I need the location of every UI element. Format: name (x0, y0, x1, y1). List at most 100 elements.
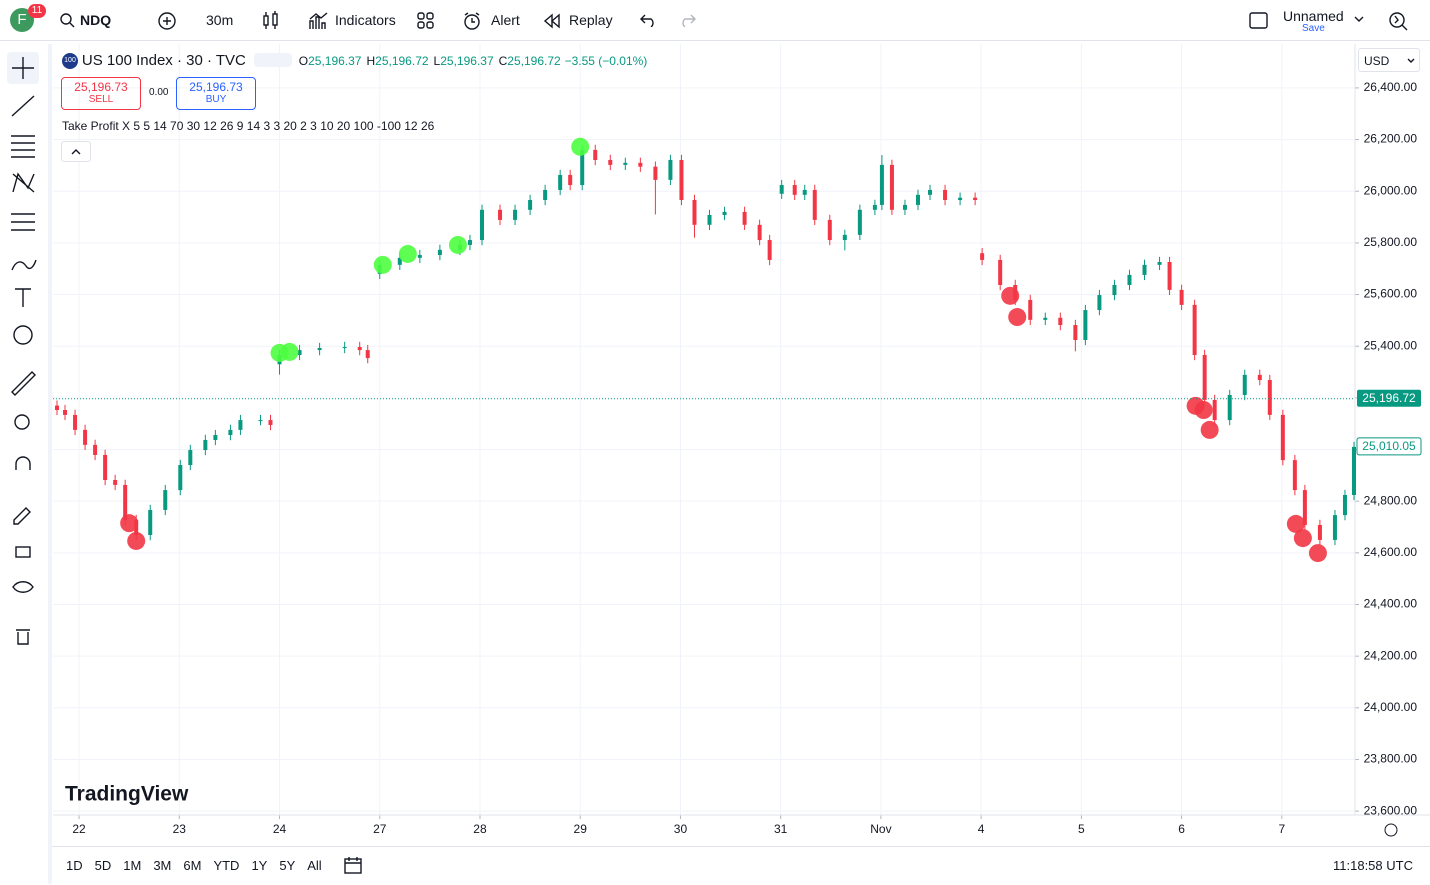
indicator-legend: Take Profit X 5 5 14 70 30 12 26 9 14 3 … (62, 119, 435, 133)
symbol-search[interactable]: NDQ (80, 12, 112, 28)
layout-icon[interactable] (1249, 12, 1269, 30)
currency-select[interactable]: USD (1358, 48, 1420, 72)
sell-button[interactable]: 25,196.73 SELL (61, 77, 141, 110)
text-tool[interactable] (15, 288, 31, 307)
candle-body (1058, 317, 1063, 326)
range-button[interactable]: 1Y (251, 858, 268, 873)
candle-body (317, 348, 322, 351)
buy-button[interactable]: 25,196.73 BUY (176, 77, 256, 110)
y-tick-label: 24,000.00 (1364, 700, 1418, 714)
pattern-tool[interactable] (12, 172, 35, 193)
candle-body (268, 420, 273, 425)
ohlc: O25,196.37 H25,196.72 L25,196.37 C25,196.72 (294, 54, 561, 68)
sell-signal (1194, 400, 1213, 419)
collapse-icon (71, 149, 81, 155)
candle-body (113, 479, 118, 485)
quick-search[interactable] (1388, 10, 1410, 32)
fib-tool[interactable] (11, 135, 35, 158)
status-pill[interactable] (254, 53, 292, 67)
layout-name[interactable]: Unnamed (1283, 8, 1344, 24)
zoom-tool[interactable] (14, 414, 30, 430)
buy-signal (373, 255, 392, 274)
candle-body (498, 209, 503, 220)
range-button[interactable]: 5D (94, 858, 112, 873)
candle-body (1157, 261, 1162, 265)
interval[interactable]: 30m (206, 12, 234, 28)
y-tick-label: 24,200.00 (1364, 648, 1418, 662)
redo[interactable] (678, 13, 696, 27)
x-tick-label: 7 (1278, 822, 1285, 836)
y-tick-label: 24,800.00 (1364, 493, 1418, 507)
range-button[interactable]: 5Y (279, 858, 296, 873)
brush-tool[interactable] (11, 259, 37, 271)
candle-body (638, 162, 643, 167)
lock-tool[interactable] (15, 546, 31, 558)
layout-menu[interactable] (1354, 15, 1364, 23)
candle-body (213, 435, 218, 440)
sell-signal (1001, 286, 1020, 305)
emoji-tool[interactable] (13, 325, 33, 345)
crosshair-tool[interactable] (12, 57, 34, 79)
x-tick-label: 28 (473, 822, 487, 836)
ohlc-key: L (433, 54, 441, 68)
buy-signal (398, 244, 417, 263)
x-tick-label: 24 (273, 822, 287, 836)
hide-tool[interactable] (12, 581, 34, 593)
price-axis (1355, 44, 1430, 815)
sell-signal (1308, 544, 1327, 563)
candle-body (792, 185, 797, 195)
candle-body (1302, 490, 1307, 525)
currency-caret (1407, 58, 1415, 63)
candle-body (998, 259, 1003, 285)
badge: 11 (28, 4, 46, 18)
prediction-tool[interactable] (11, 213, 35, 231)
range-button[interactable]: 3M (153, 858, 172, 873)
candle-body (1280, 414, 1285, 461)
candle-body (93, 444, 98, 455)
candle-body (297, 350, 302, 355)
candle-body (692, 200, 697, 225)
add-symbol[interactable] (157, 11, 177, 31)
alert-button[interactable]: Alert (491, 12, 520, 28)
candle-body (1127, 274, 1132, 285)
candle-body (479, 209, 484, 241)
trendline-tool[interactable] (11, 95, 35, 117)
candle-body (1202, 354, 1207, 400)
chart-type[interactable] (262, 11, 280, 31)
sell-label: SELL (88, 94, 114, 105)
chart-settings[interactable] (1384, 823, 1398, 837)
reference-price-box (1357, 389, 1421, 407)
ohlc-value: 25,196.72 (507, 54, 561, 68)
range-button[interactable]: All (307, 858, 322, 873)
candle-body (1267, 380, 1272, 415)
delete-tool[interactable] (16, 629, 30, 645)
range-button[interactable]: YTD (213, 858, 240, 873)
legend: 100 US 100 Index · 30 · TVC O25,196.37 H2… (62, 52, 647, 70)
layouts[interactable] (417, 12, 435, 30)
x-tick-label: Nov (870, 822, 891, 836)
range-button[interactable]: 6M (183, 858, 202, 873)
candle-body (827, 219, 832, 241)
candle-body (767, 240, 772, 260)
replay-button[interactable]: Replay (569, 12, 613, 28)
undo[interactable] (640, 13, 658, 27)
candle-body (1112, 284, 1117, 296)
stay-drawing[interactable] (13, 507, 31, 525)
drawing-toolbar (0, 44, 52, 884)
candle-body (203, 439, 208, 451)
range-button[interactable]: 1D (66, 858, 83, 873)
x-tick-label: 31 (774, 822, 788, 836)
range-button[interactable]: 1M (123, 858, 142, 873)
buy-signal (448, 235, 467, 254)
collapse-legend[interactable] (61, 141, 91, 162)
magnet-tool[interactable] (15, 456, 31, 470)
layout-save[interactable]: Save (1302, 23, 1325, 34)
ruler-tool[interactable] (11, 371, 36, 396)
indicators-button[interactable]: Indicators (335, 12, 396, 28)
candle-body (879, 164, 884, 205)
y-tick-label: 24,400.00 (1364, 597, 1418, 611)
candle-body (543, 189, 548, 201)
goto-date[interactable] (343, 856, 363, 876)
candle-body (188, 450, 193, 466)
